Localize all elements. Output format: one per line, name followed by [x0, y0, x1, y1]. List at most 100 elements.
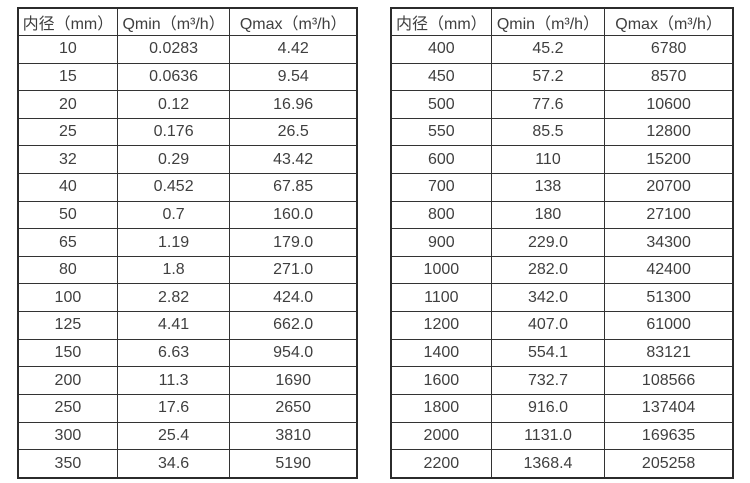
table-cell: 11.3 — [116, 366, 231, 395]
table-cell: 34.6 — [116, 449, 231, 479]
table-cell: 350 — [17, 449, 118, 479]
table-cell: 17.6 — [116, 393, 231, 423]
table-cell: 1.8 — [116, 255, 231, 285]
table-row: 700 138 20700 — [390, 173, 734, 202]
table-cell: 0.176 — [116, 117, 231, 147]
table-row: 20 0.12 16.96 — [17, 90, 358, 119]
table-cell: 4.42 — [229, 35, 358, 64]
table-row: 50 0.7 160.0 — [17, 200, 358, 230]
table-row: 1000 282.0 42400 — [390, 255, 734, 285]
table-cell: 179.0 — [229, 228, 358, 257]
table-cell: 450 — [390, 62, 492, 92]
table-row: 32 0.29 43.42 — [17, 145, 358, 175]
flow-table-small-diameters: 内径（mm） Qmin（m³/h） Qmax（m³/h） 10 0.0283 4.4… — [17, 7, 358, 479]
table-cell: 77.6 — [490, 90, 606, 119]
table-cell: 169635 — [604, 421, 734, 451]
table-cell: 0.12 — [116, 90, 231, 119]
table-row: 250 17.6 2650 — [17, 393, 358, 423]
table-cell: 43.42 — [229, 145, 358, 175]
table-cell: 282.0 — [490, 255, 606, 285]
table-cell: 0.0636 — [116, 62, 231, 92]
header-qmax: Qmax（m³/h） — [229, 7, 358, 36]
table-cell: 1.19 — [116, 228, 231, 257]
table-row: 125 4.41 662.0 — [17, 311, 358, 340]
table-cell: 300 — [17, 421, 118, 451]
table-cell: 0.7 — [116, 200, 231, 230]
table-cell: 6.63 — [116, 338, 231, 368]
header-inner-diameter: 内径（mm） — [17, 7, 118, 36]
table-cell: 32 — [17, 145, 118, 175]
table-cell: 250 — [17, 393, 118, 423]
table-cell: 26.5 — [229, 117, 358, 147]
header-qmin: Qmin（m³/h） — [116, 7, 231, 36]
table-cell: 2650 — [229, 393, 358, 423]
table-cell: 61000 — [604, 311, 734, 340]
table-cell: 65 — [17, 228, 118, 257]
table-header-row: 内径（mm） Qmin（m³/h） Qmax（m³/h） — [17, 7, 358, 36]
table-cell: 271.0 — [229, 255, 358, 285]
table-row: 550 85.5 12800 — [390, 117, 734, 147]
table-cell: 554.1 — [490, 338, 606, 368]
table-cell: 1000 — [390, 255, 492, 285]
table-row: 1600 732.7 108566 — [390, 366, 734, 395]
table-cell: 3810 — [229, 421, 358, 451]
table-cell: 2200 — [390, 449, 492, 479]
table-cell: 800 — [390, 200, 492, 230]
table-row: 40 0.452 67.85 — [17, 173, 358, 202]
table-row: 350 34.6 5190 — [17, 449, 358, 479]
table-cell: 500 — [390, 90, 492, 119]
table-cell: 1690 — [229, 366, 358, 395]
table-cell: 57.2 — [490, 62, 606, 92]
table-cell: 954.0 — [229, 338, 358, 368]
table-cell: 200 — [17, 366, 118, 395]
table-row: 400 45.2 6780 — [390, 35, 734, 64]
table-cell: 138 — [490, 173, 606, 202]
table-cell: 180 — [490, 200, 606, 230]
table-cell: 5190 — [229, 449, 358, 479]
table-cell: 900 — [390, 228, 492, 257]
table-cell: 205258 — [604, 449, 734, 479]
table-cell: 10 — [17, 35, 118, 64]
table-cell: 9.54 — [229, 62, 358, 92]
table-cell: 550 — [390, 117, 492, 147]
table-cell: 1600 — [390, 366, 492, 395]
table-row: 25 0.176 26.5 — [17, 117, 358, 147]
table-row: 2200 1368.4 205258 — [390, 449, 734, 479]
table-row: 900 229.0 34300 — [390, 228, 734, 257]
table-cell: 67.85 — [229, 173, 358, 202]
table-cell: 424.0 — [229, 283, 358, 313]
table-cell: 342.0 — [490, 283, 606, 313]
table-cell: 8570 — [604, 62, 734, 92]
table-row: 200 11.3 1690 — [17, 366, 358, 395]
header-qmin: Qmin（m³/h） — [490, 7, 606, 36]
table-cell: 229.0 — [490, 228, 606, 257]
table-cell: 0.29 — [116, 145, 231, 175]
table-row: 80 1.8 271.0 — [17, 255, 358, 285]
table-cell: 150 — [17, 338, 118, 368]
table-cell: 16.96 — [229, 90, 358, 119]
table-cell: 732.7 — [490, 366, 606, 395]
table-row: 1800 916.0 137404 — [390, 393, 734, 423]
table-row: 600 110 15200 — [390, 145, 734, 175]
table-row: 450 57.2 8570 — [390, 62, 734, 92]
table-row: 10 0.0283 4.42 — [17, 35, 358, 64]
table-cell: 1100 — [390, 283, 492, 313]
table-cell: 25 — [17, 117, 118, 147]
table-cell: 1131.0 — [490, 421, 606, 451]
table-cell: 108566 — [604, 366, 734, 395]
table-cell: 45.2 — [490, 35, 606, 64]
table-cell: 100 — [17, 283, 118, 313]
table-cell: 80 — [17, 255, 118, 285]
table-body-right: 400 45.2 6780 450 57.2 8570 500 77.6 10600 550 85.… — [390, 35, 734, 479]
table-cell: 51300 — [604, 283, 734, 313]
table-row: 15 0.0636 9.54 — [17, 62, 358, 92]
table-cell: 15200 — [604, 145, 734, 175]
table-row: 1200 407.0 61000 — [390, 311, 734, 340]
table-header-row: 内径（mm） Qmin（m³/h） Qmax（m³/h） — [390, 7, 734, 36]
table-cell: 6780 — [604, 35, 734, 64]
table-cell: 160.0 — [229, 200, 358, 230]
table-body-left: 10 0.0283 4.42 15 0.0636 9.54 20 0.12 16.96 25 0.1… — [17, 35, 358, 479]
table-row: 500 77.6 10600 — [390, 90, 734, 119]
table-row: 150 6.63 954.0 — [17, 338, 358, 368]
